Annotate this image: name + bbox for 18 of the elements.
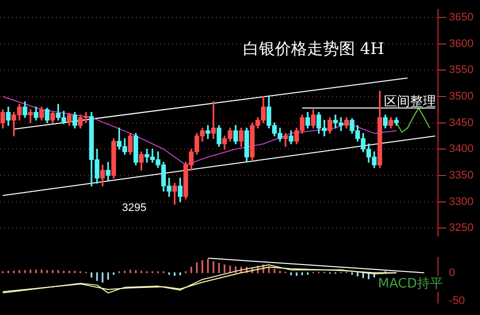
candlestick xyxy=(28,109,33,124)
y-tick-label: 3650 xyxy=(449,12,474,24)
y-tick-label: 3250 xyxy=(449,222,474,234)
annotation: 区间整理 xyxy=(384,94,436,110)
y-tick-label: 3450 xyxy=(449,116,474,129)
candlestick xyxy=(283,133,288,147)
annotation: 3295 xyxy=(122,202,146,214)
y-tick-label: 3300 xyxy=(449,196,474,208)
y-tick-label: -50 xyxy=(449,294,465,307)
y-tick-label: 3500 xyxy=(449,90,474,103)
candlestick xyxy=(211,101,216,139)
y-tick-label: 3550 xyxy=(449,64,474,76)
y-tick-label: 3400 xyxy=(449,143,474,156)
y-tick-label: 0 xyxy=(449,266,456,279)
y-tick-label: 3600 xyxy=(449,38,474,50)
text: 白银价格走势图 4H xyxy=(243,39,384,58)
annotation: MACD持平 xyxy=(378,276,443,292)
y-tick-label: 3350 xyxy=(449,169,474,182)
